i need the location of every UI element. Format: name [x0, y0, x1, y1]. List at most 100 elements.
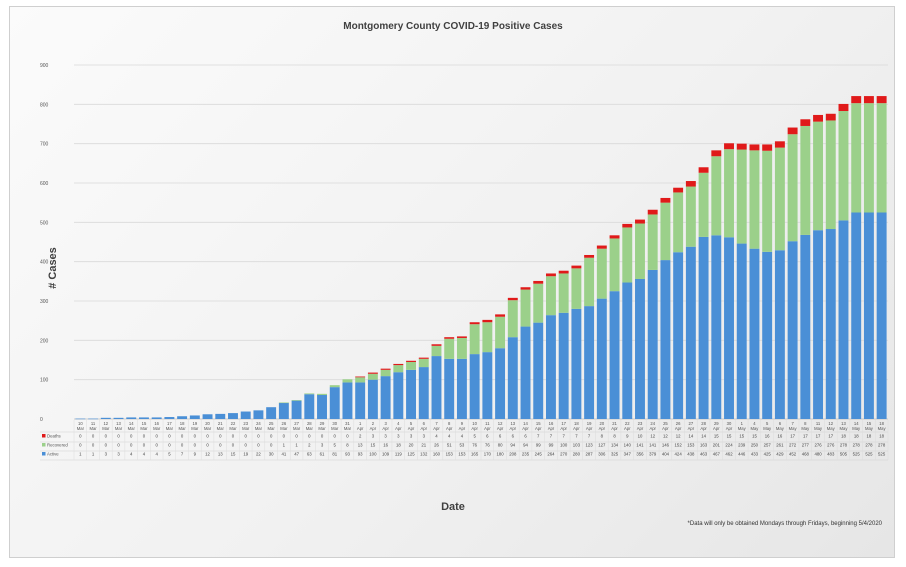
data-table-value: 525 [853, 452, 861, 457]
data-table-value: 404 [662, 452, 670, 457]
x-tick-day: 5 [410, 421, 413, 426]
data-table-value: 468 [802, 452, 810, 457]
x-tick-month: May [801, 426, 810, 431]
bar-active [228, 413, 238, 419]
bar-deaths [863, 96, 874, 104]
data-table-value: 47 [294, 452, 299, 457]
x-tick-month: Apr [522, 426, 529, 431]
bar-recovered [800, 125, 811, 235]
bar-active [507, 337, 518, 419]
y-tick-label: 100 [40, 378, 49, 384]
x-tick-day: 4 [753, 421, 756, 426]
data-table-value: 153 [446, 452, 454, 457]
data-table-value: 3 [423, 434, 426, 439]
bar-deaths [545, 273, 556, 277]
data-table-value: 278 [878, 443, 886, 448]
data-table-value: 0 [194, 443, 197, 448]
y-tick-label: 200 [40, 338, 49, 344]
bar-active [635, 278, 645, 419]
bar-deaths [825, 113, 836, 121]
data-table-value: 6 [512, 434, 515, 439]
x-tick-month: Apr [688, 426, 695, 431]
bar-deaths [838, 103, 849, 112]
bar-deaths [609, 235, 620, 239]
data-table-value: 16 [778, 434, 783, 439]
data-table-value: 141 [636, 443, 644, 448]
bar-recovered [660, 202, 671, 261]
data-table-value: 224 [725, 443, 733, 448]
x-tick-month: Apr [357, 426, 364, 431]
data-table-value: 347 [624, 452, 632, 457]
x-tick-day: 20 [205, 421, 210, 426]
x-tick-month: Apr [408, 426, 415, 431]
data-table-value: 0 [105, 434, 108, 439]
bar-deaths [787, 127, 798, 135]
bar-deaths [533, 280, 544, 284]
x-tick-month: Apr [382, 426, 389, 431]
bar-recovered [291, 400, 302, 401]
bar-active [202, 414, 213, 419]
bar-deaths [495, 314, 506, 317]
bar-active [774, 250, 785, 419]
bar-deaths [367, 372, 378, 374]
bar-deaths [876, 96, 887, 104]
data-table-value: 452 [789, 452, 797, 457]
bar-deaths [851, 96, 862, 104]
data-table-value: 0 [155, 443, 158, 448]
data-table-value: 41 [281, 452, 286, 457]
bar-recovered [355, 377, 366, 383]
x-tick-month: Mar [255, 426, 263, 431]
data-table-value: 0 [194, 434, 197, 439]
x-tick-month: May [852, 426, 861, 431]
data-table-value: 127 [598, 443, 606, 448]
data-table-value: 239 [738, 443, 746, 448]
x-tick-day: 21 [612, 421, 617, 426]
x-tick-month: May [789, 426, 798, 431]
data-table-value: 0 [130, 443, 133, 448]
bar-deaths [685, 181, 696, 187]
bar-deaths [673, 187, 684, 193]
data-table-value: 123 [586, 443, 594, 448]
x-tick-month: Mar [306, 426, 314, 431]
data-table-value: 3 [410, 434, 413, 439]
x-tick-day: 9 [461, 421, 464, 426]
bar-active [825, 229, 836, 419]
data-table-value: 0 [92, 443, 95, 448]
x-tick-month: Apr [433, 426, 440, 431]
data-table-value: 0 [117, 434, 120, 439]
data-table-value: 21 [421, 443, 426, 448]
bar-recovered [329, 385, 340, 388]
data-table-value: 1 [92, 452, 95, 457]
data-table-value: 63 [307, 452, 312, 457]
data-table-value: 525 [865, 452, 873, 457]
data-table-value: 12 [676, 434, 681, 439]
data-table-value: 0 [143, 434, 146, 439]
data-table-value: 0 [245, 443, 248, 448]
data-table-value: 8 [613, 434, 616, 439]
x-tick-day: 1 [359, 421, 362, 426]
x-tick-month: Apr [510, 426, 517, 431]
data-table-value: 0 [181, 434, 184, 439]
data-table-value: 17 [828, 434, 833, 439]
x-tick-day: 20 [599, 421, 604, 426]
bar-deaths [635, 219, 645, 224]
data-table-value: 19 [243, 452, 248, 457]
x-tick-month: Apr [637, 426, 644, 431]
data-table-value: 424 [675, 452, 683, 457]
x-tick-month: Apr [573, 426, 580, 431]
data-table-value: 125 [407, 452, 415, 457]
data-table-value: 261 [776, 443, 784, 448]
x-tick-month: Mar [229, 426, 237, 431]
x-tick-month: May [865, 426, 874, 431]
x-tick-day: 25 [663, 421, 668, 426]
x-tick-day: 16 [549, 421, 554, 426]
bar-deaths [596, 245, 607, 249]
chart-title: Montgomery County COVID-19 Positive Case… [343, 21, 563, 32]
x-tick-day: 2 [372, 421, 375, 426]
x-tick-day: 18 [180, 421, 185, 426]
data-table-value: 15 [371, 443, 376, 448]
bar-active [851, 212, 862, 419]
bar-recovered [418, 358, 429, 368]
x-tick-month: Mar [102, 426, 110, 431]
data-table-value: 525 [878, 452, 886, 457]
